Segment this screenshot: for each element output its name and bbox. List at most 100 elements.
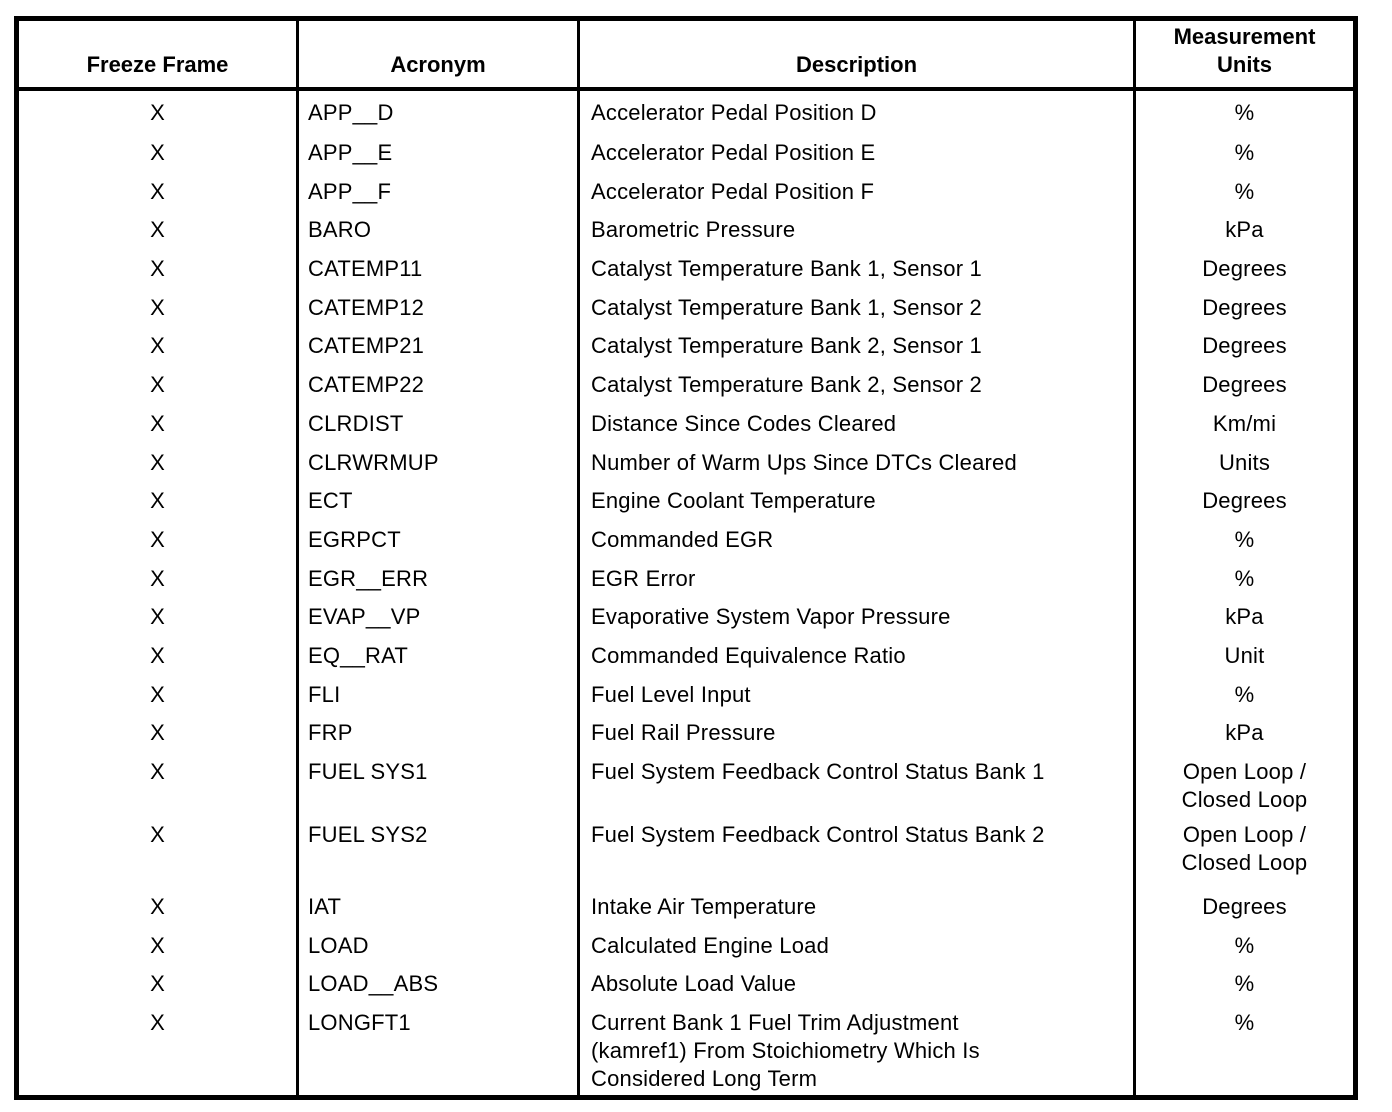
- table-row: X BARO Barometric Pressure kPa: [19, 214, 1353, 254]
- cell-acronym: LONGFT1: [296, 1007, 577, 1096]
- table-row: X EQ__RAT Commanded Equivalence Ratio Unit: [19, 639, 1353, 679]
- cell-acronym: CATEMP12: [296, 291, 577, 331]
- cell-freeze-frame: X: [150, 759, 165, 784]
- cell-freeze-frame: X: [150, 971, 165, 997]
- cell-freeze-frame: X: [150, 217, 165, 243]
- cell-description: Fuel Level Input: [577, 678, 1133, 718]
- table-row: X APP__F Accelerator Pedal Position F%: [19, 175, 1353, 215]
- cell-freeze-frame: X: [150, 140, 165, 165]
- table-row: X CLRWRMUP Number of Warm Ups Since DTCs C…: [19, 446, 1353, 486]
- cell-units: %: [1133, 678, 1353, 718]
- cell-acronym: FRP: [296, 717, 577, 756]
- cell-description: Current Bank 1 Fuel Trim Adjustment (kam…: [577, 1007, 1133, 1096]
- cell-freeze-frame: X: [150, 932, 165, 958]
- cell-acronym: CLRWRMUP: [296, 446, 577, 486]
- cell-freeze-frame: X: [150, 720, 165, 746]
- cell-description: Number of Warm Ups Since DTCs Cleared: [577, 446, 1133, 486]
- cell-freeze-frame: X: [150, 526, 165, 552]
- cell-units: %: [1133, 91, 1353, 137]
- cell-units: Open Loop / Closed Loop: [1133, 756, 1353, 819]
- table-row: X CATEMP21 Catalyst Temperature Bank 2, Se…: [19, 330, 1353, 370]
- cell-freeze-frame: X: [150, 894, 165, 919]
- cell-description: Accelerator Pedal Position E: [577, 137, 1133, 176]
- table-row: X APP__E Accelerator Pedal Position E%: [19, 137, 1353, 176]
- cell-units: %: [1133, 523, 1353, 563]
- table-row: X LOAD Calculated Engine Load%: [19, 929, 1353, 969]
- cell-acronym: CATEMP22: [296, 369, 577, 408]
- cell-units: kPa: [1133, 601, 1353, 640]
- cell-description: Catalyst Temperature Bank 2, Sensor 2: [577, 369, 1133, 408]
- cell-description: Distance Since Codes Cleared: [577, 407, 1133, 447]
- table-row: X FLI Fuel Level Input%: [19, 678, 1353, 718]
- cell-freeze-frame: X: [150, 449, 165, 475]
- cell-acronym: FUEL SYS2: [296, 819, 577, 891]
- cell-acronym: CLRDIST: [296, 407, 577, 447]
- cell-freeze-frame: X: [150, 256, 165, 282]
- cell-acronym: LOAD__ABS: [296, 968, 577, 1008]
- cell-units: Degrees: [1133, 485, 1353, 524]
- cell-freeze-frame: X: [150, 333, 165, 359]
- table-row: X ECT Engine Coolant Temperature Degrees: [19, 485, 1353, 524]
- table-row: X LONGFT1 Current Bank 1 Fuel Trim Adjustm…: [19, 1007, 1353, 1096]
- cell-acronym: APP__E: [296, 137, 577, 176]
- cell-units: kPa: [1133, 717, 1353, 756]
- table-row: X CATEMP22 Catalyst Temperature Bank 2, Se…: [19, 369, 1353, 408]
- cell-units: Units: [1133, 446, 1353, 486]
- cell-description: EGR Error: [577, 562, 1133, 602]
- cell-units: %: [1133, 562, 1353, 602]
- cell-description: Catalyst Temperature Bank 1, Sensor 2: [577, 291, 1133, 331]
- cell-description: Intake Air Temperature: [577, 891, 1133, 930]
- cell-freeze-frame: X: [150, 372, 165, 398]
- cell-description: Calculated Engine Load: [577, 929, 1133, 969]
- cell-units: Degrees: [1133, 369, 1353, 408]
- cell-acronym: APP__F: [296, 175, 577, 215]
- cell-acronym: IAT: [296, 891, 577, 930]
- cell-units: Degrees: [1133, 291, 1353, 331]
- cell-acronym: FUEL SYS1: [296, 756, 577, 819]
- cell-units: %: [1133, 929, 1353, 969]
- table-row: X EGRPCT Commanded EGR%: [19, 523, 1353, 563]
- cell-freeze-frame: X: [150, 642, 165, 668]
- cell-description: Engine Coolant Temperature: [577, 485, 1133, 524]
- cell-description: Commanded EGR: [577, 523, 1133, 563]
- cell-acronym: CATEMP11: [296, 253, 577, 292]
- table-row: X FRP Fuel Rail Pressure kPa: [19, 717, 1353, 756]
- freeze-frame-parameter-table: Freeze Frame Acronym Description Measure…: [14, 16, 1358, 1101]
- table-row: X EGR__ERR EGR Error%: [19, 562, 1353, 602]
- cell-description: Accelerator Pedal Position D: [577, 91, 1133, 137]
- cell-acronym: BARO: [296, 214, 577, 254]
- table-row: X APP__D Accelerator Pedal Position D%: [19, 91, 1353, 137]
- column-header-freeze-frame: Freeze Frame: [19, 21, 296, 91]
- cell-description: Fuel Rail Pressure: [577, 717, 1133, 756]
- cell-freeze-frame: X: [150, 1010, 165, 1036]
- column-header-measurement-units: Measurement Units: [1133, 21, 1353, 91]
- cell-units: Open Loop / Closed Loop: [1133, 819, 1353, 891]
- cell-units: %: [1133, 137, 1353, 176]
- table-row: X CLRDIST Distance Since Codes Cleared Km/m…: [19, 407, 1353, 447]
- table-row: X CATEMP12 Catalyst Temperature Bank 1, Se…: [19, 291, 1353, 331]
- cell-freeze-frame: X: [150, 100, 165, 125]
- cell-description: Barometric Pressure: [577, 214, 1133, 254]
- cell-freeze-frame: X: [150, 178, 165, 204]
- cell-acronym: CATEMP21: [296, 330, 577, 370]
- table-row: X FUEL SYS2 Fuel System Feedback Control S…: [19, 819, 1353, 891]
- cell-freeze-frame: X: [150, 294, 165, 320]
- column-header-description: Description: [577, 21, 1133, 91]
- cell-units: %: [1133, 175, 1353, 215]
- table-body: X APP__D Accelerator Pedal Position D% X APP…: [19, 91, 1353, 1096]
- cell-units: %: [1133, 1007, 1353, 1096]
- cell-freeze-frame: X: [150, 604, 165, 630]
- cell-units: Degrees: [1133, 253, 1353, 292]
- cell-freeze-frame: X: [150, 565, 165, 591]
- table-row: X EVAP__VP Evaporative System Vapor Pressu…: [19, 601, 1353, 640]
- cell-description: Fuel System Feedback Control Status Bank…: [577, 819, 1133, 891]
- cell-description: Accelerator Pedal Position F: [577, 175, 1133, 215]
- cell-freeze-frame: X: [150, 681, 165, 707]
- cell-description: Absolute Load Value: [577, 968, 1133, 1008]
- table-row: X CATEMP11 Catalyst Temperature Bank 1, Se…: [19, 253, 1353, 292]
- cell-units: Degrees: [1133, 330, 1353, 370]
- cell-acronym: EVAP__VP: [296, 601, 577, 640]
- table-row: X LOAD__ABS Absolute Load Value%: [19, 968, 1353, 1008]
- table-header: Freeze Frame Acronym Description Measure…: [19, 21, 1353, 91]
- table-row: X IAT Intake Air Temperature Degrees: [19, 891, 1353, 930]
